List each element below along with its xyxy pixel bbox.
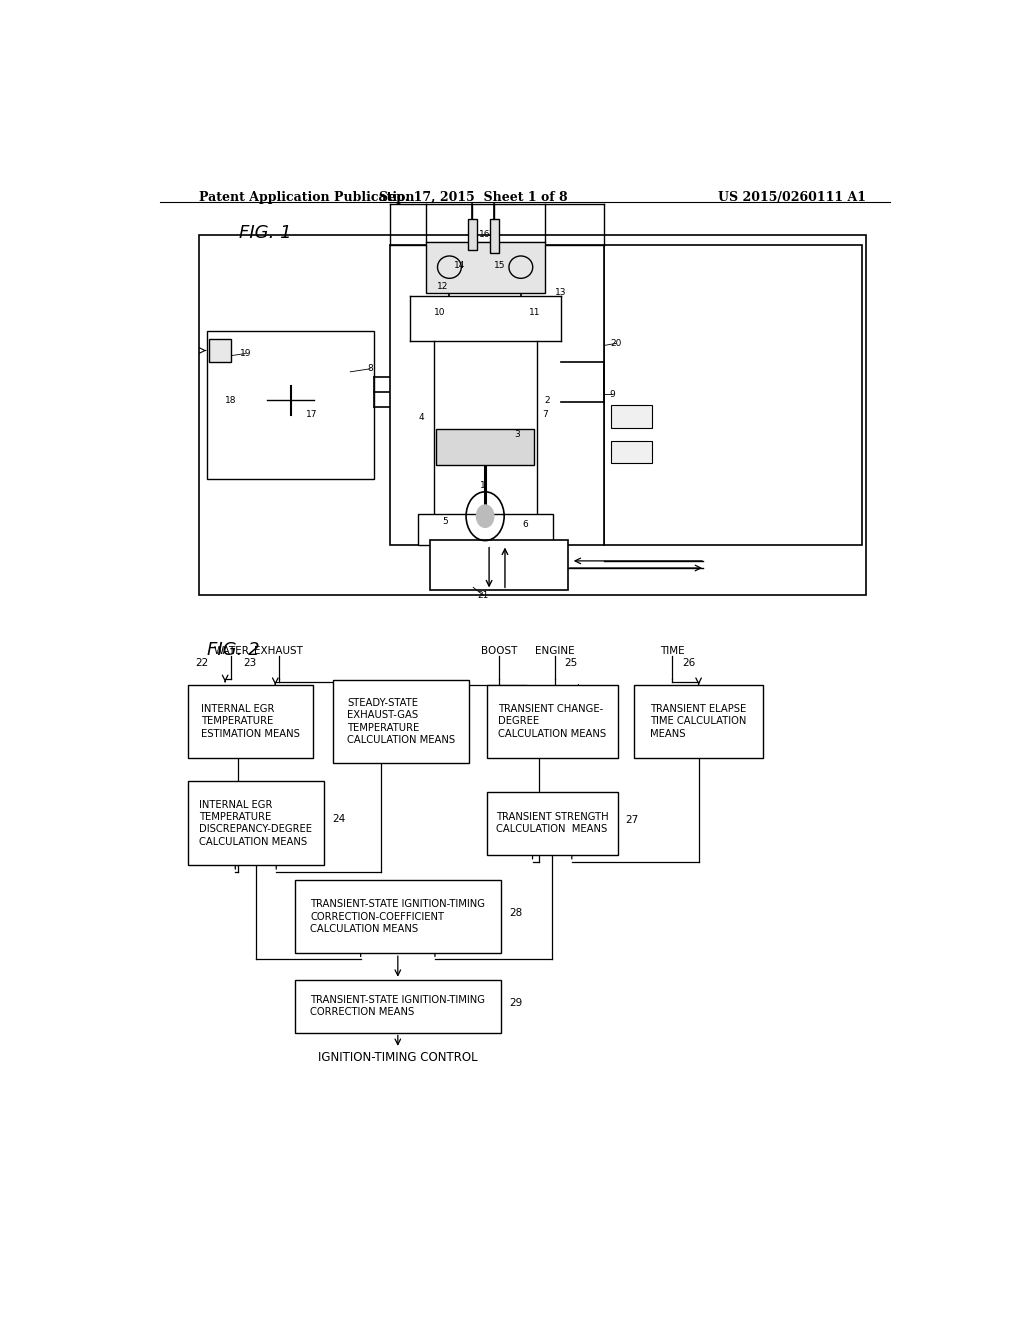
Text: 18: 18 — [225, 396, 237, 405]
FancyBboxPatch shape — [187, 781, 324, 865]
FancyBboxPatch shape — [200, 235, 866, 595]
Text: 6: 6 — [522, 520, 527, 529]
Text: 2: 2 — [544, 396, 550, 405]
Text: BOOST: BOOST — [481, 647, 517, 656]
Text: 17: 17 — [306, 411, 317, 418]
FancyBboxPatch shape — [604, 244, 862, 545]
Text: 27: 27 — [626, 814, 639, 825]
Text: 24: 24 — [332, 814, 345, 824]
FancyBboxPatch shape — [486, 792, 617, 854]
Text: FIG. 1: FIG. 1 — [240, 224, 292, 243]
Text: ENGINE: ENGINE — [536, 647, 574, 656]
FancyBboxPatch shape — [610, 441, 652, 463]
Text: INTERNAL EGR
TEMPERATURE
ESTIMATION MEANS: INTERNAL EGR TEMPERATURE ESTIMATION MEAN… — [201, 704, 300, 739]
Text: TRANSIENT CHANGE-
DEGREE
CALCULATION MEANS: TRANSIENT CHANGE- DEGREE CALCULATION MEA… — [498, 704, 606, 739]
Text: 1: 1 — [480, 482, 485, 490]
Text: TRANSIENT-STATE IGNITION-TIMING
CORRECTION-COEFFICIENT
CALCULATION MEANS: TRANSIENT-STATE IGNITION-TIMING CORRECTI… — [310, 899, 485, 935]
Text: 8: 8 — [368, 364, 373, 374]
FancyBboxPatch shape — [295, 880, 501, 953]
Text: 20: 20 — [610, 339, 622, 348]
Text: US 2015/0260111 A1: US 2015/0260111 A1 — [718, 191, 866, 203]
Text: 23: 23 — [244, 659, 257, 668]
Text: 5: 5 — [442, 516, 449, 525]
Text: IGNITION-TIMING CONTROL: IGNITION-TIMING CONTROL — [318, 1051, 477, 1064]
Text: 4: 4 — [419, 413, 424, 422]
FancyBboxPatch shape — [426, 242, 545, 293]
Text: 22: 22 — [196, 659, 209, 668]
Text: 3: 3 — [514, 430, 520, 440]
FancyBboxPatch shape — [418, 515, 553, 545]
FancyBboxPatch shape — [209, 339, 231, 362]
FancyBboxPatch shape — [187, 685, 313, 758]
Text: 11: 11 — [529, 309, 541, 317]
FancyBboxPatch shape — [333, 680, 469, 763]
FancyBboxPatch shape — [486, 685, 617, 758]
Text: WATER: WATER — [213, 647, 249, 656]
Text: 12: 12 — [437, 282, 449, 290]
Text: 16: 16 — [479, 230, 490, 239]
Text: 29: 29 — [509, 998, 522, 1008]
Text: FIG. 2: FIG. 2 — [207, 642, 260, 659]
FancyBboxPatch shape — [489, 219, 499, 253]
Text: 15: 15 — [494, 260, 505, 269]
Text: INTERNAL EGR
TEMPERATURE
DISCREPANCY-DEGREE
CALCULATION MEANS: INTERNAL EGR TEMPERATURE DISCREPANCY-DEG… — [200, 800, 312, 846]
Text: 13: 13 — [555, 288, 566, 297]
Text: Sep. 17, 2015  Sheet 1 of 8: Sep. 17, 2015 Sheet 1 of 8 — [379, 191, 567, 203]
Text: STEADY-STATE
EXHAUST-GAS
TEMPERATURE
CALCULATION MEANS: STEADY-STATE EXHAUST-GAS TEMPERATURE CAL… — [347, 698, 455, 744]
Text: 9: 9 — [609, 389, 615, 399]
Text: 25: 25 — [564, 659, 578, 668]
FancyBboxPatch shape — [295, 979, 501, 1032]
Text: EXHAUST: EXHAUST — [254, 647, 303, 656]
FancyBboxPatch shape — [207, 331, 374, 479]
Text: TIME: TIME — [660, 647, 685, 656]
Text: 26: 26 — [682, 659, 695, 668]
FancyBboxPatch shape — [430, 540, 568, 590]
Text: TRANSIENT STRENGTH
CALCULATION  MEANS: TRANSIENT STRENGTH CALCULATION MEANS — [496, 812, 608, 834]
FancyBboxPatch shape — [436, 429, 535, 466]
Text: 14: 14 — [454, 260, 466, 269]
FancyBboxPatch shape — [468, 219, 477, 249]
FancyBboxPatch shape — [634, 685, 763, 758]
Circle shape — [476, 506, 494, 528]
Text: 19: 19 — [240, 348, 251, 358]
Text: 7: 7 — [542, 411, 548, 418]
Text: 28: 28 — [509, 908, 522, 917]
Text: TRANSIENT-STATE IGNITION-TIMING
CORRECTION MEANS: TRANSIENT-STATE IGNITION-TIMING CORRECTI… — [310, 995, 485, 1018]
FancyBboxPatch shape — [390, 244, 604, 545]
Text: 21: 21 — [478, 591, 489, 601]
Text: TRANSIENT ELAPSE
TIME CALCULATION
MEANS: TRANSIENT ELAPSE TIME CALCULATION MEANS — [650, 704, 746, 739]
Text: 10: 10 — [434, 309, 445, 317]
FancyBboxPatch shape — [610, 405, 652, 428]
Text: Patent Application Publication: Patent Application Publication — [200, 191, 415, 203]
